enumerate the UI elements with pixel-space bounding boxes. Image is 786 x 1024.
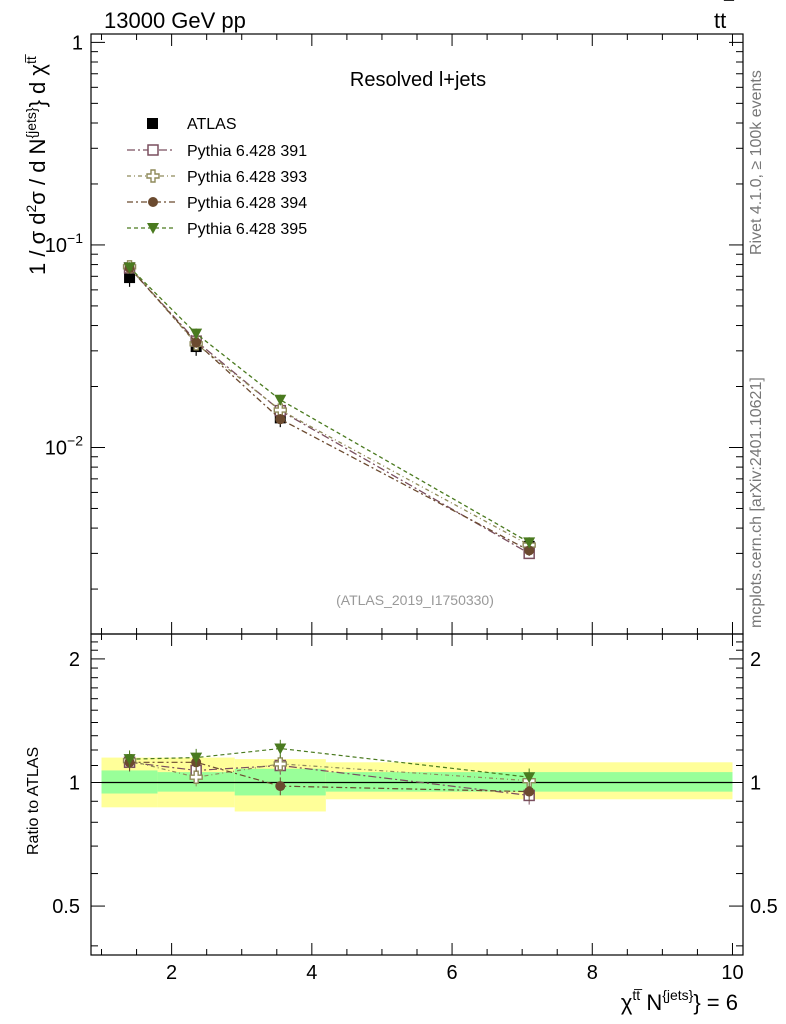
legend-marker xyxy=(148,197,158,207)
ratio-series-line xyxy=(129,760,530,782)
ratio-point xyxy=(275,781,286,792)
process-bar: ¯ xyxy=(723,0,735,18)
ratio-point xyxy=(523,772,536,784)
x-tick-label: 10 xyxy=(721,962,743,984)
mcplots-label: mcplots.cern.ch [arXiv:2401.10621] xyxy=(748,377,765,628)
ratio-series-line xyxy=(129,747,530,778)
ratio-y-tick-label-right: 2 xyxy=(750,649,761,671)
ratio-y-tick-label-right: 0.5 xyxy=(750,896,778,918)
ratio-point xyxy=(524,786,535,797)
analysis-watermark: (ATLAS_2019_I1750330) xyxy=(336,592,494,608)
legend-label: Pythia 6.428 395 xyxy=(187,221,307,238)
legend-marker xyxy=(147,223,159,234)
legend-entry-2: Pythia 6.428 393 xyxy=(127,169,307,186)
ratio-y-tick-label-right: 1 xyxy=(750,772,761,794)
x-axis-title: χtt̅ N{jets}} = 6 xyxy=(621,987,738,1015)
legend-label: Pythia 6.428 393 xyxy=(187,169,307,186)
series-line xyxy=(129,266,530,546)
series-point xyxy=(523,537,536,549)
series-2 xyxy=(122,260,536,790)
legend-label: Pythia 6.428 391 xyxy=(187,143,307,160)
ratio-y-tick-label-left: 1 xyxy=(69,772,80,794)
x-tick-label: 6 xyxy=(446,962,457,984)
process-label: tt xyxy=(714,8,726,33)
ratio-point xyxy=(273,757,287,771)
x-tick-label: 2 xyxy=(166,962,177,984)
ratio-point xyxy=(274,743,287,755)
ratio-y-tick-label-left: 2 xyxy=(69,649,80,671)
series-3 xyxy=(124,262,535,801)
ratio-y-axis-title: Ratio to ATLAS xyxy=(25,747,42,855)
ratio-series-line xyxy=(129,761,530,793)
legend: ATLAS Pythia 6.428 391 Pythia 6.428 393 Py… xyxy=(127,116,307,238)
series-4 xyxy=(123,262,536,787)
ratio-point xyxy=(123,754,136,766)
y-tick-label: 10−2 xyxy=(45,432,83,459)
series-point xyxy=(524,545,535,556)
y-axis-title: 1 / σ d2σ / d N{jets}} d χtt̅ xyxy=(23,53,50,275)
ratio-point xyxy=(190,752,203,764)
series-point xyxy=(274,394,287,406)
legend-entry-3: Pythia 6.428 394 xyxy=(127,195,307,212)
x-tick-label: 4 xyxy=(306,962,317,984)
series-line xyxy=(129,267,530,552)
legend-marker xyxy=(147,144,159,156)
plot-title: Resolved l+jets xyxy=(350,69,486,91)
series-point xyxy=(275,414,286,425)
x-tick-label: 8 xyxy=(587,962,598,984)
rivet-label: Rivet 4.1.0, ≥ 100k events xyxy=(748,70,765,255)
legend-marker xyxy=(146,169,160,183)
legend-label: Pythia 6.428 394 xyxy=(187,195,307,212)
legend-entry-1: Pythia 6.428 391 xyxy=(127,143,307,160)
legend-atlas-marker xyxy=(147,118,158,129)
y-tick-label: 1 xyxy=(72,32,83,54)
ratio-point xyxy=(189,770,203,784)
ratio-y-tick-label-left: 0.5 xyxy=(52,896,80,918)
series-point xyxy=(191,337,202,348)
legend-atlas-label: ATLAS xyxy=(187,116,237,133)
series-point xyxy=(190,328,203,340)
series-1 xyxy=(123,262,535,805)
legend-entry-4: Pythia 6.428 395 xyxy=(127,221,307,238)
series-point xyxy=(123,262,136,274)
series-line xyxy=(129,267,530,554)
energy-label: 13000 GeV pp xyxy=(104,8,246,33)
ratio-series-line xyxy=(129,761,530,797)
y-tick-label: 10−1 xyxy=(45,230,83,257)
atlas-data-point xyxy=(124,272,136,284)
series-line xyxy=(129,266,530,543)
